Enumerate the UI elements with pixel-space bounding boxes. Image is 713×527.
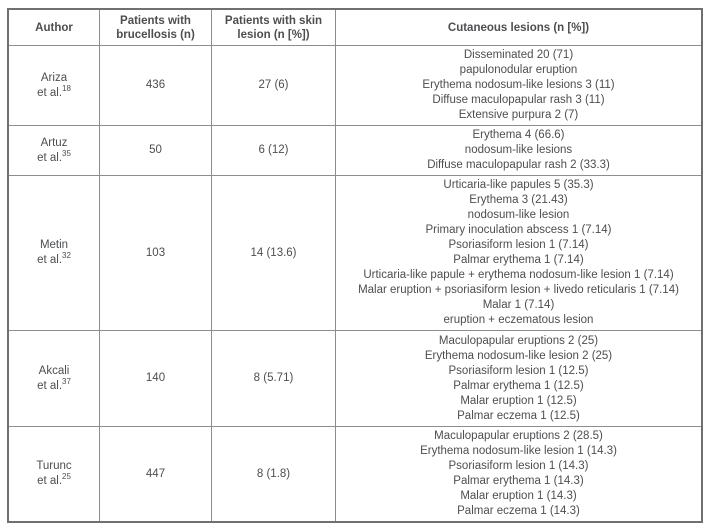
author-name: Akcali — [38, 364, 70, 377]
table-row: Turunc et al.25 447 8 (1.8) Maculopapular er… — [7, 426, 703, 523]
author-cell: Ariza et al.18 — [7, 45, 100, 126]
patients-brucellosis-value: 140 — [99, 330, 212, 427]
cutaneous-lesions-table: Author Patients with brucellosis (n) Pat… — [7, 8, 703, 523]
table-row: Metin et al.32 103 14 (13.6) Urticaria-like … — [7, 175, 703, 331]
patients-brucellosis-value: 50 — [99, 125, 212, 176]
author-etal: et al.18 — [13, 83, 95, 101]
lesion-line: Urticaria-like papule + erythema nodosum… — [363, 269, 674, 281]
lesion-line: Palmar erythema 1 (14.3) — [453, 475, 584, 487]
table-row: Artuz et al.35 50 6 (12) Erythema 4 (66.6) no… — [7, 125, 703, 176]
lesion-line: Erythema nodosum-like lesion 2 (25) — [424, 349, 613, 362]
lesion-line: Diffuse maculopapular rash 3 (11) — [432, 94, 605, 106]
patients-skin-lesion-value: 8 (1.8) — [211, 426, 336, 523]
lesion-line: Palmar erythema 1 (7.14) — [453, 254, 584, 266]
header-author: Author — [7, 8, 100, 46]
author-etal: et al.35 — [13, 148, 95, 166]
lesion-line: Psoriasiform lesion 1 (12.5) — [448, 364, 589, 377]
table-header: Author Patients with brucellosis (n) Pat… — [7, 8, 703, 46]
lesion-line: papulonodular eruption — [459, 64, 578, 76]
author-cell: Turunc et al.25 — [7, 426, 100, 523]
lesion-line: Disseminated 20 (71) — [463, 49, 574, 61]
header-patients-skin-lesion: Patients with skin lesion (n [%]) — [211, 8, 336, 46]
cutaneous-lesions-cell: Erythema 4 (66.6) nodosum-like lesions Dif… — [335, 125, 703, 176]
lesion-line: Maculopapular eruptions 2 (25) — [438, 334, 599, 347]
header-patients-brucellosis: Patients with brucellosis (n) — [99, 8, 212, 46]
lesion-line: Malar eruption 1 (14.3) — [460, 490, 577, 502]
author-etal-text: et al. — [37, 86, 63, 99]
lesion-line: eruption + eczematous lesion — [443, 314, 594, 326]
lesion-line: Malar eruption + psoriasiform lesion + l… — [358, 284, 679, 296]
lesion-line: Erythema nodosum-like lesions 3 (11) — [422, 79, 615, 91]
reference-superscript: 35 — [62, 148, 71, 158]
cutaneous-lesions-cell: Maculopapular eruptions 2 (28.5) Erythema… — [335, 426, 703, 523]
patients-skin-lesion-value: 6 (12) — [211, 125, 336, 176]
author-cell: Artuz et al.35 — [7, 125, 100, 176]
table-row: Ariza et al.18 436 27 (6) Disseminated 20 (7… — [7, 45, 703, 126]
lesion-line: Psoriasiform lesion 1 (14.3) — [448, 460, 589, 472]
lesion-line: Erythema 4 (66.6) — [472, 129, 565, 141]
lesion-line: Diffuse maculopapular rash 2 (33.3) — [427, 159, 610, 171]
author-cell: Metin et al.32 — [7, 175, 100, 331]
patients-skin-lesion-value: 8 (5.71) — [211, 330, 336, 427]
lesion-line: Primary inoculation abscess 1 (7.14) — [425, 224, 612, 236]
author-etal: et al.25 — [13, 472, 95, 489]
reference-superscript: 32 — [62, 251, 71, 261]
author-name: Turunc — [36, 460, 72, 472]
author-name: Metin — [39, 239, 69, 251]
lesion-line: nodosum-like lesion — [467, 209, 570, 221]
reference-superscript: 37 — [62, 376, 71, 386]
lesion-line: Palmar eczema 1 (12.5) — [457, 409, 580, 422]
cutaneous-lesions-cell: Maculopapular eruptions 2 (25) Erythema n… — [335, 330, 703, 427]
author-name: Ariza — [40, 71, 68, 84]
lesion-line: nodosum-like lesions — [464, 144, 573, 156]
patients-skin-lesion-value: 27 (6) — [211, 45, 336, 126]
author-etal-text: et al. — [37, 151, 63, 164]
lesion-line: Erythema 3 (21.43) — [469, 194, 568, 206]
lesion-line: Palmar erythema 1 (12.5) — [453, 379, 584, 392]
lesion-line: Malar 1 (7.14) — [482, 299, 555, 311]
lesion-line: Maculopapular eruptions 2 (28.5) — [434, 430, 603, 442]
lesion-line: Extensive purpura 2 (7) — [458, 109, 579, 121]
lesion-line: Palmar eczema 1 (14.3) — [457, 505, 580, 517]
author-etal-text: et al. — [37, 379, 63, 392]
patients-brucellosis-value: 436 — [99, 45, 212, 126]
patients-brucellosis-value: 103 — [99, 175, 212, 331]
lesion-line: Psoriasiform lesion 1 (7.14) — [448, 239, 589, 251]
lesion-line: Malar eruption 1 (12.5) — [460, 394, 577, 407]
header-row: Author Patients with brucellosis (n) Pat… — [7, 8, 703, 46]
author-etal: et al.37 — [13, 376, 95, 394]
author-etal-text: et al. — [37, 254, 63, 266]
lesion-line: Erythema nodosum-like lesion 1 (14.3) — [420, 445, 617, 457]
author-etal-text: et al. — [37, 475, 63, 487]
table-row: Akcali et al.37 140 8 (5.71) Maculopapular e… — [7, 330, 703, 427]
cutaneous-lesions-cell: Urticaria-like papules 5 (35.3) Erythema … — [335, 175, 703, 331]
reference-superscript: 18 — [62, 83, 71, 93]
author-cell: Akcali et al.37 — [7, 330, 100, 427]
author-name: Artuz — [40, 136, 68, 149]
patients-brucellosis-value: 447 — [99, 426, 212, 523]
author-etal: et al.32 — [13, 251, 95, 268]
cutaneous-lesions-cell: Disseminated 20 (71) papulonodular erupti… — [335, 45, 703, 126]
reference-superscript: 25 — [62, 472, 71, 482]
lesion-line: Urticaria-like papules 5 (35.3) — [443, 179, 594, 191]
patients-skin-lesion-value: 14 (13.6) — [211, 175, 336, 331]
header-cutaneous-lesions: Cutaneous lesions (n [%]) — [335, 8, 703, 46]
table-body: Ariza et al.18 436 27 (6) Disseminated 20 (7… — [7, 45, 703, 523]
